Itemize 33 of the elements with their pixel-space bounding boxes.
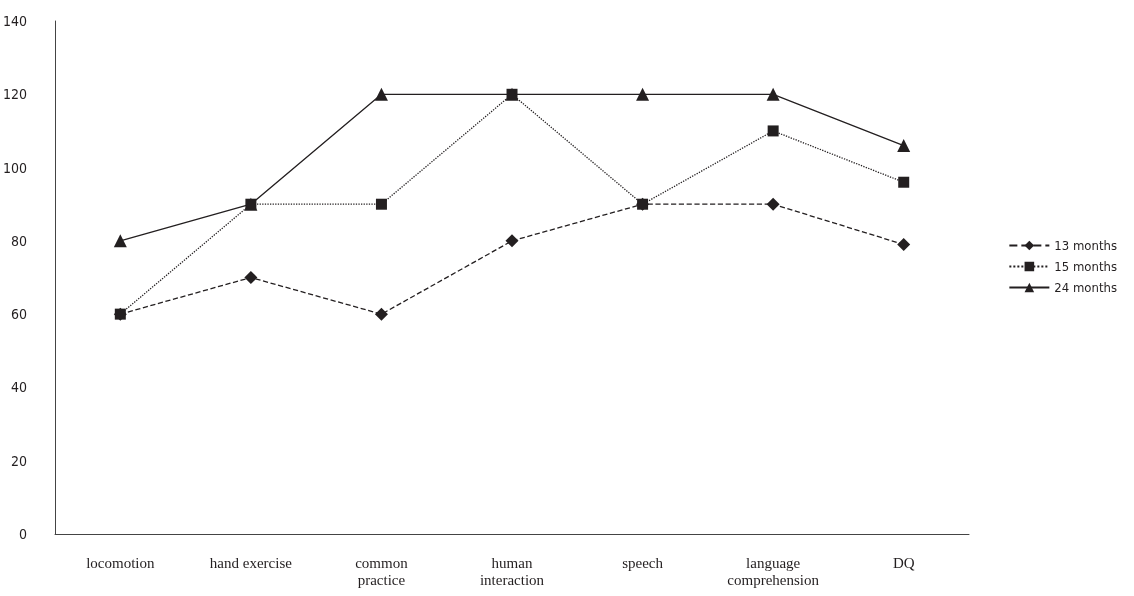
x-tick-label: human interaction — [479, 554, 545, 588]
y-tick-label: 80 — [11, 232, 28, 249]
x-tick-label: speech — [622, 554, 664, 571]
point — [898, 176, 910, 188]
point — [766, 87, 780, 101]
x-tick-label: locomotion — [86, 554, 155, 571]
point — [505, 234, 519, 248]
legend-label: 15 months — [1054, 259, 1118, 274]
point — [113, 234, 127, 248]
y-tick-label: 20 — [11, 452, 28, 469]
y-tick-label: 0 — [19, 526, 28, 542]
point — [767, 125, 779, 137]
y-tick-label: 120 — [2, 86, 28, 103]
point — [637, 198, 649, 210]
legend-label: 24 months — [1054, 280, 1118, 295]
point — [374, 307, 388, 321]
x-tick-label: DQ — [892, 554, 915, 571]
x-tick-label: common practice — [355, 554, 409, 588]
y-tick-label: 40 — [11, 379, 28, 396]
x-tick-label: hand exercise — [209, 554, 293, 571]
point — [897, 139, 911, 153]
point — [375, 198, 387, 210]
y-tick-label: 100 — [2, 159, 28, 176]
point — [244, 271, 258, 284]
legend-label: 13 months — [1054, 238, 1118, 253]
point — [374, 87, 388, 101]
x-tick-label: language comprehension — [727, 554, 820, 588]
point — [766, 197, 780, 211]
point — [636, 87, 650, 101]
y-tick-label: 140 — [2, 13, 28, 29]
y-tick-label: 60 — [11, 306, 28, 323]
point — [897, 238, 911, 252]
point — [114, 308, 126, 320]
